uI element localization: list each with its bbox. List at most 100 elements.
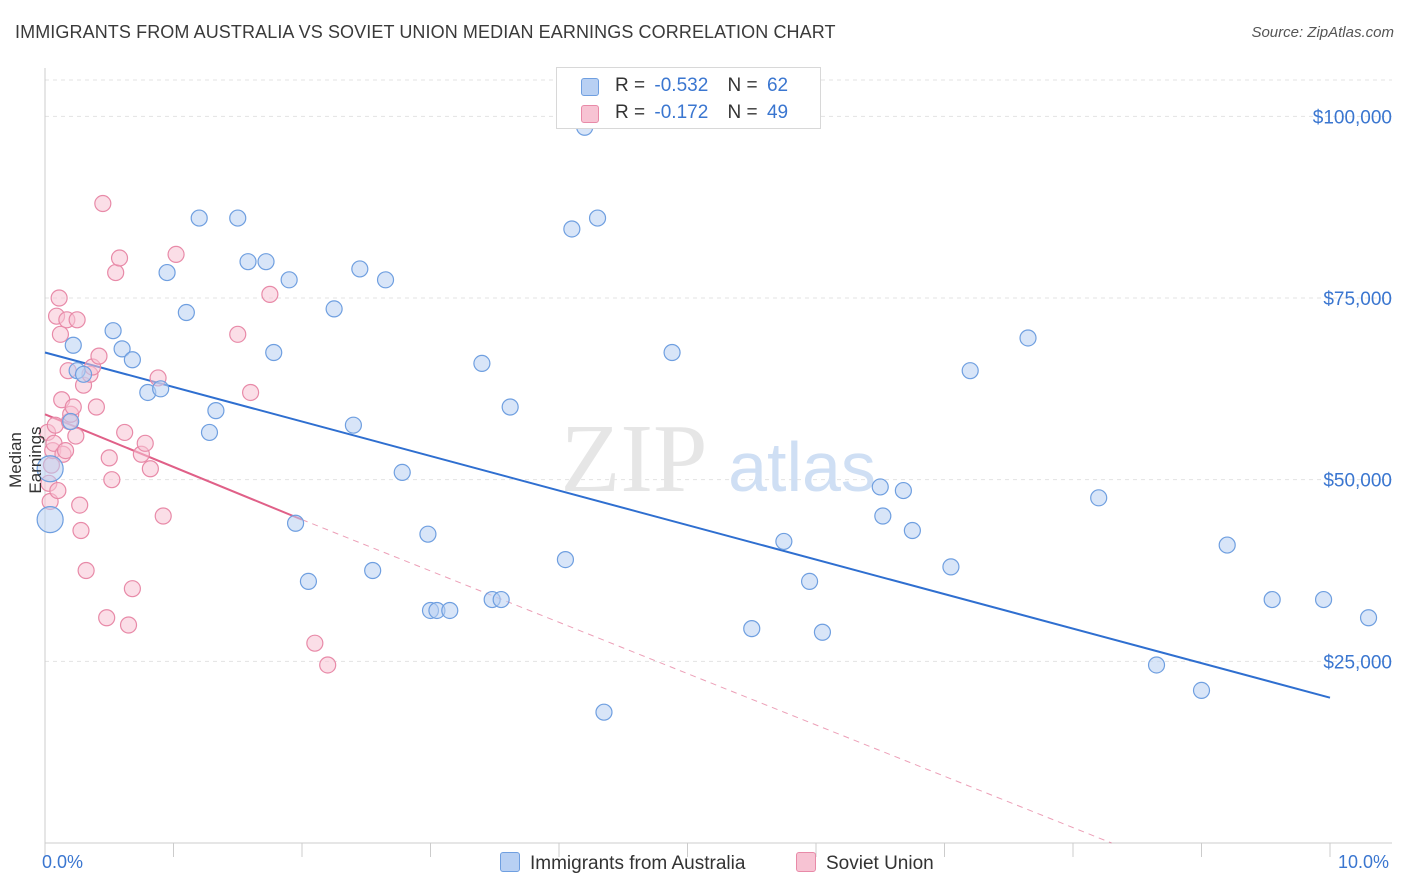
bottom-legend-swatch-australia (500, 852, 520, 872)
australia-point (556, 550, 575, 569)
australia-point (1019, 329, 1037, 347)
legend-r-label: R = (615, 102, 646, 123)
legend-n-label: N = (727, 75, 758, 96)
australia-point (501, 398, 519, 416)
x-tick-label-max: 10.0% (1338, 852, 1390, 872)
axes (44, 68, 1392, 857)
soviet-union-point (68, 311, 86, 329)
soviet-union-point (242, 383, 260, 402)
bottom-legend-label-soviet: Soviet Union (826, 853, 934, 874)
australia-point (942, 558, 960, 576)
australia-point (74, 365, 93, 383)
australia-point (419, 525, 437, 543)
australia-point (36, 506, 64, 534)
australia-trend-line (44, 351, 1331, 699)
soviet-trend-line-extended (301, 519, 1112, 844)
soviet-union-point (119, 616, 138, 634)
australia-point (894, 481, 912, 500)
australia-point (265, 343, 283, 362)
australia-point (1359, 609, 1378, 627)
australia-point (207, 402, 225, 420)
australia-point (1314, 590, 1333, 609)
soviet-union-point (319, 656, 337, 674)
australia-point (257, 253, 275, 271)
soviet-union-point (94, 194, 112, 213)
soviet-union-point (136, 434, 154, 452)
soviet-union-point (98, 609, 116, 627)
soviet-union-point (51, 325, 70, 343)
australia-point (36, 455, 64, 483)
australia-point (200, 423, 219, 442)
y-tick-label: $25,000 (1323, 652, 1392, 673)
australia-point (113, 340, 131, 358)
australia-point (595, 703, 613, 721)
australia-point (152, 380, 170, 398)
correlation-legend: R = -0.532 N = 62 R = -0.172 N = 49 (556, 67, 821, 129)
soviet-union-point (110, 249, 129, 267)
x-tick-label-min: 0.0% (42, 852, 84, 872)
y-tick-label: $100,000 (1313, 107, 1392, 128)
watermark-atlas: atlas (728, 428, 876, 506)
australia-point (325, 300, 343, 318)
australia-point (177, 303, 195, 322)
australia-point (871, 478, 889, 496)
soviet-union-point (116, 423, 134, 442)
australia-point (588, 209, 607, 227)
grid-lines (45, 79, 1392, 662)
soviet-union-point (100, 449, 118, 467)
australia-point (743, 620, 761, 638)
soviet-union-point (167, 245, 185, 263)
bottom-legend-australia: Immigrants from Australia (500, 852, 745, 875)
legend-n-value: 62 (766, 75, 789, 96)
soviet-union-point (72, 521, 90, 540)
australia-point (190, 209, 208, 227)
soviet-union-point (306, 634, 324, 652)
soviet-union-point (56, 442, 75, 460)
australia-point (1192, 681, 1211, 700)
australia-point (351, 260, 369, 278)
australia-point (299, 572, 318, 591)
soviet-union-point (123, 580, 141, 598)
legend-n-label: N = (727, 102, 758, 123)
soviet-union-point (229, 325, 247, 343)
trend-lines (44, 351, 1331, 844)
australia-point (813, 623, 832, 641)
y-tick-label: $50,000 (1323, 471, 1392, 492)
legend-swatch-australia (581, 78, 599, 96)
australia-point (158, 263, 176, 282)
soviet-union-point (50, 289, 68, 307)
soviet-union-point (49, 481, 67, 500)
australia-point (123, 351, 141, 369)
australia-point (1263, 590, 1281, 609)
legend-n-value: 49 (766, 102, 789, 123)
australia-point (874, 507, 892, 525)
legend-r-label: R = (615, 75, 646, 96)
australia-point (1147, 656, 1166, 674)
y-tick-label: $75,000 (1323, 289, 1392, 310)
watermark: ZIP atlas (561, 405, 876, 513)
legend-swatch-soviet (581, 105, 599, 123)
australia-point (239, 253, 257, 271)
australia-point (286, 514, 305, 532)
australia-point (800, 572, 819, 591)
soviet-union-point (77, 561, 95, 580)
australia-point (903, 521, 921, 540)
australia-point (961, 362, 979, 380)
soviet-union-point (261, 285, 279, 303)
australia-point (376, 271, 395, 289)
soviet-union-point (103, 471, 121, 489)
australia-point (1218, 536, 1236, 554)
australia-point (393, 463, 411, 481)
australia-point (441, 601, 459, 620)
bottom-legend-label-australia: Immigrants from Australia (530, 853, 746, 874)
soviet-union-point (90, 347, 108, 365)
legend-r-value: -0.172 (654, 102, 709, 123)
australia-point (104, 322, 122, 340)
y-axis-label: Median Earnings (6, 426, 45, 494)
soviet-trend-line (44, 413, 303, 521)
legend-r-value: -0.532 (654, 75, 709, 96)
australia-point (62, 412, 80, 431)
chart-title: IMMIGRANTS FROM AUSTRALIA VS SOVIET UNIO… (15, 22, 836, 42)
australia-point (64, 336, 82, 354)
